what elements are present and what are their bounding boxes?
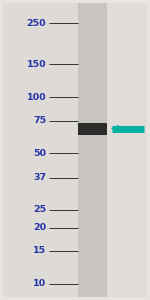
Text: 20: 20 [33, 223, 46, 232]
Text: 25: 25 [33, 205, 46, 214]
Bar [107, 3, 147, 297]
Text: 15: 15 [33, 247, 46, 256]
Text: 75: 75 [33, 116, 46, 125]
Text: 150: 150 [27, 60, 46, 69]
Bar [78, 123, 107, 135]
Text: 10: 10 [33, 279, 46, 288]
Text: 37: 37 [33, 173, 46, 182]
Text: 100: 100 [27, 93, 46, 102]
Text: 250: 250 [27, 19, 46, 28]
Text: 50: 50 [33, 149, 46, 158]
Bar [78, 3, 107, 297]
